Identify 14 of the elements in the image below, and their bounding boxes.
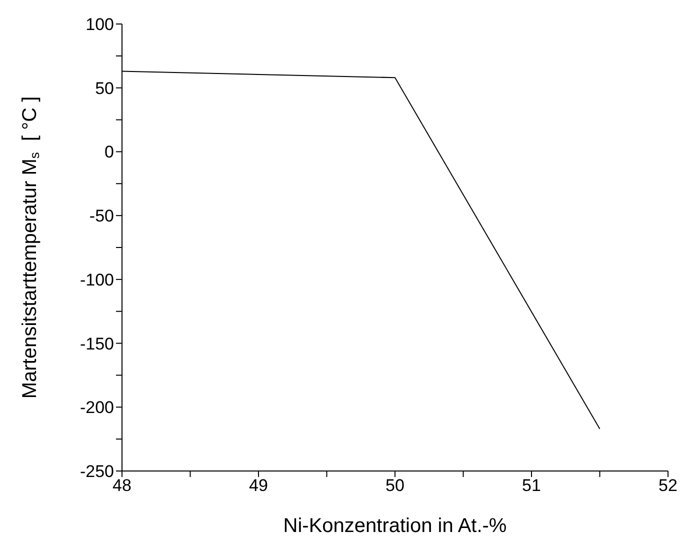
x-tick-label: 50 [386,476,404,496]
x-tick-label: 52 [658,476,678,496]
y-tick-label: 0 [104,142,114,162]
x-tick-label: 51 [522,476,541,496]
y-tick-label: 100 [86,15,114,34]
y-tick-label: -50 [89,206,114,226]
x-tick-label: 49 [249,476,268,496]
y-tick-label: -150 [80,334,114,354]
y-tick-label: -200 [80,398,114,418]
y-tick-label: -250 [80,462,114,482]
y-tick-label: 50 [95,78,114,98]
x-tick-label: 48 [112,476,132,496]
y-tick-label: -100 [80,270,114,290]
x-axis-title: Ni-Konzentration in At.-% [283,515,507,537]
